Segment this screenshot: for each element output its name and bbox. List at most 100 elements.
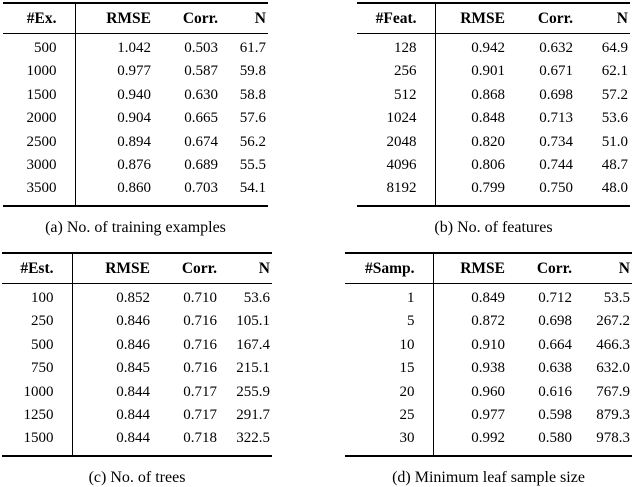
value-cell: 0.630: [184, 86, 218, 103]
table-d-caption: (d) Minimum leaf sample size: [392, 468, 585, 486]
header-row: #Feat. RMSE Corr. N: [357, 3, 630, 34]
header-row: #Est. RMSE Corr. N: [2, 253, 272, 284]
value-cell: 0.848: [471, 110, 505, 127]
value-cell: 0.712: [538, 290, 572, 306]
table-row: 20 0.960 0.616 767.9: [345, 380, 632, 405]
table-row: 1500 0.940 0.630 58.8: [3, 83, 268, 108]
table-b-header: #Feat. RMSE Corr. N: [357, 3, 630, 34]
value-cell: 59.8: [239, 63, 266, 80]
row-key-cell: 1024: [357, 107, 436, 131]
value-cell: 0.713: [539, 110, 573, 127]
table-row: 3000 0.876 0.689 55.5: [3, 154, 268, 178]
value-cell: 322.5: [236, 430, 270, 447]
row-key-cell: 2000: [3, 107, 76, 131]
value-cell: 0.806: [471, 157, 505, 174]
header-row: #Samp. RMSE Corr. N: [345, 253, 632, 284]
value-cell: 53.5: [603, 290, 630, 306]
value-cell: 0.503: [184, 40, 218, 56]
table-a-header: #Ex. RMSE Corr. N: [3, 3, 268, 34]
table-a-col-n: N: [254, 10, 266, 27]
value-cell: 0.587: [184, 63, 218, 80]
value-cell: 0.938: [471, 360, 505, 377]
value-cell: 0.750: [539, 180, 573, 197]
row-key-cell: 512: [357, 83, 436, 108]
value-cell: 215.1: [236, 360, 270, 377]
table-row: 250 0.846 0.716 105.1: [2, 310, 272, 334]
value-cell: 291.7: [236, 407, 270, 424]
row-key-cell: 5: [345, 310, 434, 334]
value-cell: 0.844: [116, 383, 150, 400]
table-b-body: 128 0.942 0.632 64.9 256 0.901 0.671 62.1 512 0.8…: [357, 33, 630, 206]
row-key-cell: 25: [345, 404, 434, 428]
row-key-cell: 1000: [3, 60, 76, 84]
table-row: 750 0.845 0.716 215.1: [2, 357, 272, 381]
value-cell: 0.852: [116, 290, 150, 306]
row-key-cell: 500: [2, 333, 73, 358]
table-row: 512 0.868 0.698 57.2: [357, 83, 630, 108]
table-row: 500 1.042 0.503 61.7: [3, 33, 268, 61]
quadrant-b: #Feat. RMSE Corr. N 128 0.942 0.632 64.9 256…: [320, 0, 640, 242]
value-cell: 0.716: [183, 336, 217, 353]
row-key-cell: 10: [345, 333, 434, 358]
row-key-cell: 1500: [2, 427, 73, 456]
value-cell: 0.616: [538, 383, 572, 400]
row-key-cell: 256: [357, 60, 436, 84]
row-key-cell: 30: [345, 427, 434, 456]
value-cell: 0.977: [117, 63, 151, 80]
value-cell: 58.8: [239, 86, 266, 103]
value-cell: 57.6: [239, 110, 266, 127]
value-cell: 64.9: [601, 40, 628, 56]
value-cell: 51.0: [601, 133, 628, 150]
value-cell: 0.876: [117, 157, 151, 174]
table-c-col-n: N: [258, 260, 270, 277]
table-row: 15 0.938 0.638 632.0: [345, 357, 632, 381]
row-key-cell: 100: [2, 283, 73, 311]
value-cell: 0.638: [538, 360, 572, 377]
value-cell: 0.698: [539, 86, 573, 103]
row-key-cell: 1250: [2, 404, 73, 428]
value-cell: 0.910: [471, 336, 505, 353]
value-cell: 0.580: [538, 430, 572, 447]
value-cell: 167.4: [236, 336, 270, 353]
row-key-cell: 1: [345, 283, 434, 311]
value-cell: 54.1: [239, 180, 266, 197]
table-c-caption: (c) No. of trees: [88, 468, 186, 486]
table-row: 2000 0.904 0.665 57.6: [3, 107, 268, 131]
table-b-col-rmse: RMSE: [460, 10, 505, 27]
quadrant-a: #Ex. RMSE Corr. N 500 1.042 0.503 61.7 1000 0…: [0, 0, 320, 242]
table-row: 3500 0.860 0.703 54.1: [3, 177, 268, 206]
table-row: 256 0.901 0.671 62.1: [357, 60, 630, 84]
value-cell: 0.844: [116, 407, 150, 424]
value-cell: 48.0: [601, 180, 628, 197]
value-cell: 0.820: [471, 133, 505, 150]
table-row: 1024 0.848 0.713 53.6: [357, 107, 630, 131]
table-d-col-n: N: [618, 260, 630, 277]
value-cell: 0.977: [471, 407, 505, 424]
row-key-cell: 2500: [3, 130, 76, 155]
table-c-key-header: #Est.: [2, 253, 73, 284]
value-cell: 978.3: [596, 430, 630, 447]
table-d-col-rmse: RMSE: [460, 260, 505, 277]
quadrant-d: #Samp. RMSE Corr. N 1 0.849 0.712 53.5 5 0.87…: [320, 242, 640, 486]
table-row: 4096 0.806 0.744 48.7: [357, 154, 630, 178]
value-cell: 0.710: [183, 290, 217, 306]
row-key-cell: 750: [2, 357, 73, 381]
table-d-col-corr: Corr.: [536, 260, 572, 277]
value-cell: 0.845: [116, 360, 150, 377]
table-row: 128 0.942 0.632 64.9: [357, 33, 630, 61]
value-cell: 0.868: [471, 86, 505, 103]
value-cell: 879.3: [596, 407, 630, 424]
value-cell: 105.1: [236, 313, 270, 330]
value-cell: 56.2: [239, 133, 266, 150]
table-a-key-header: #Ex.: [3, 3, 76, 34]
value-cell: 0.598: [538, 407, 572, 424]
table-d-body: 1 0.849 0.712 53.5 5 0.872 0.698 267.2 10 0.910 0.…: [345, 283, 632, 456]
value-cell: 0.960: [471, 383, 505, 400]
table-b-key-header: #Feat.: [357, 3, 436, 34]
table-row: 2500 0.894 0.674 56.2: [3, 130, 268, 155]
value-cell: 0.716: [183, 360, 217, 377]
row-key-cell: 128: [357, 33, 436, 61]
value-cell: 53.6: [243, 290, 270, 306]
value-cell: 0.716: [183, 313, 217, 330]
table-b-block: #Feat. RMSE Corr. N 128 0.942 0.632 64.9 256…: [357, 2, 630, 237]
